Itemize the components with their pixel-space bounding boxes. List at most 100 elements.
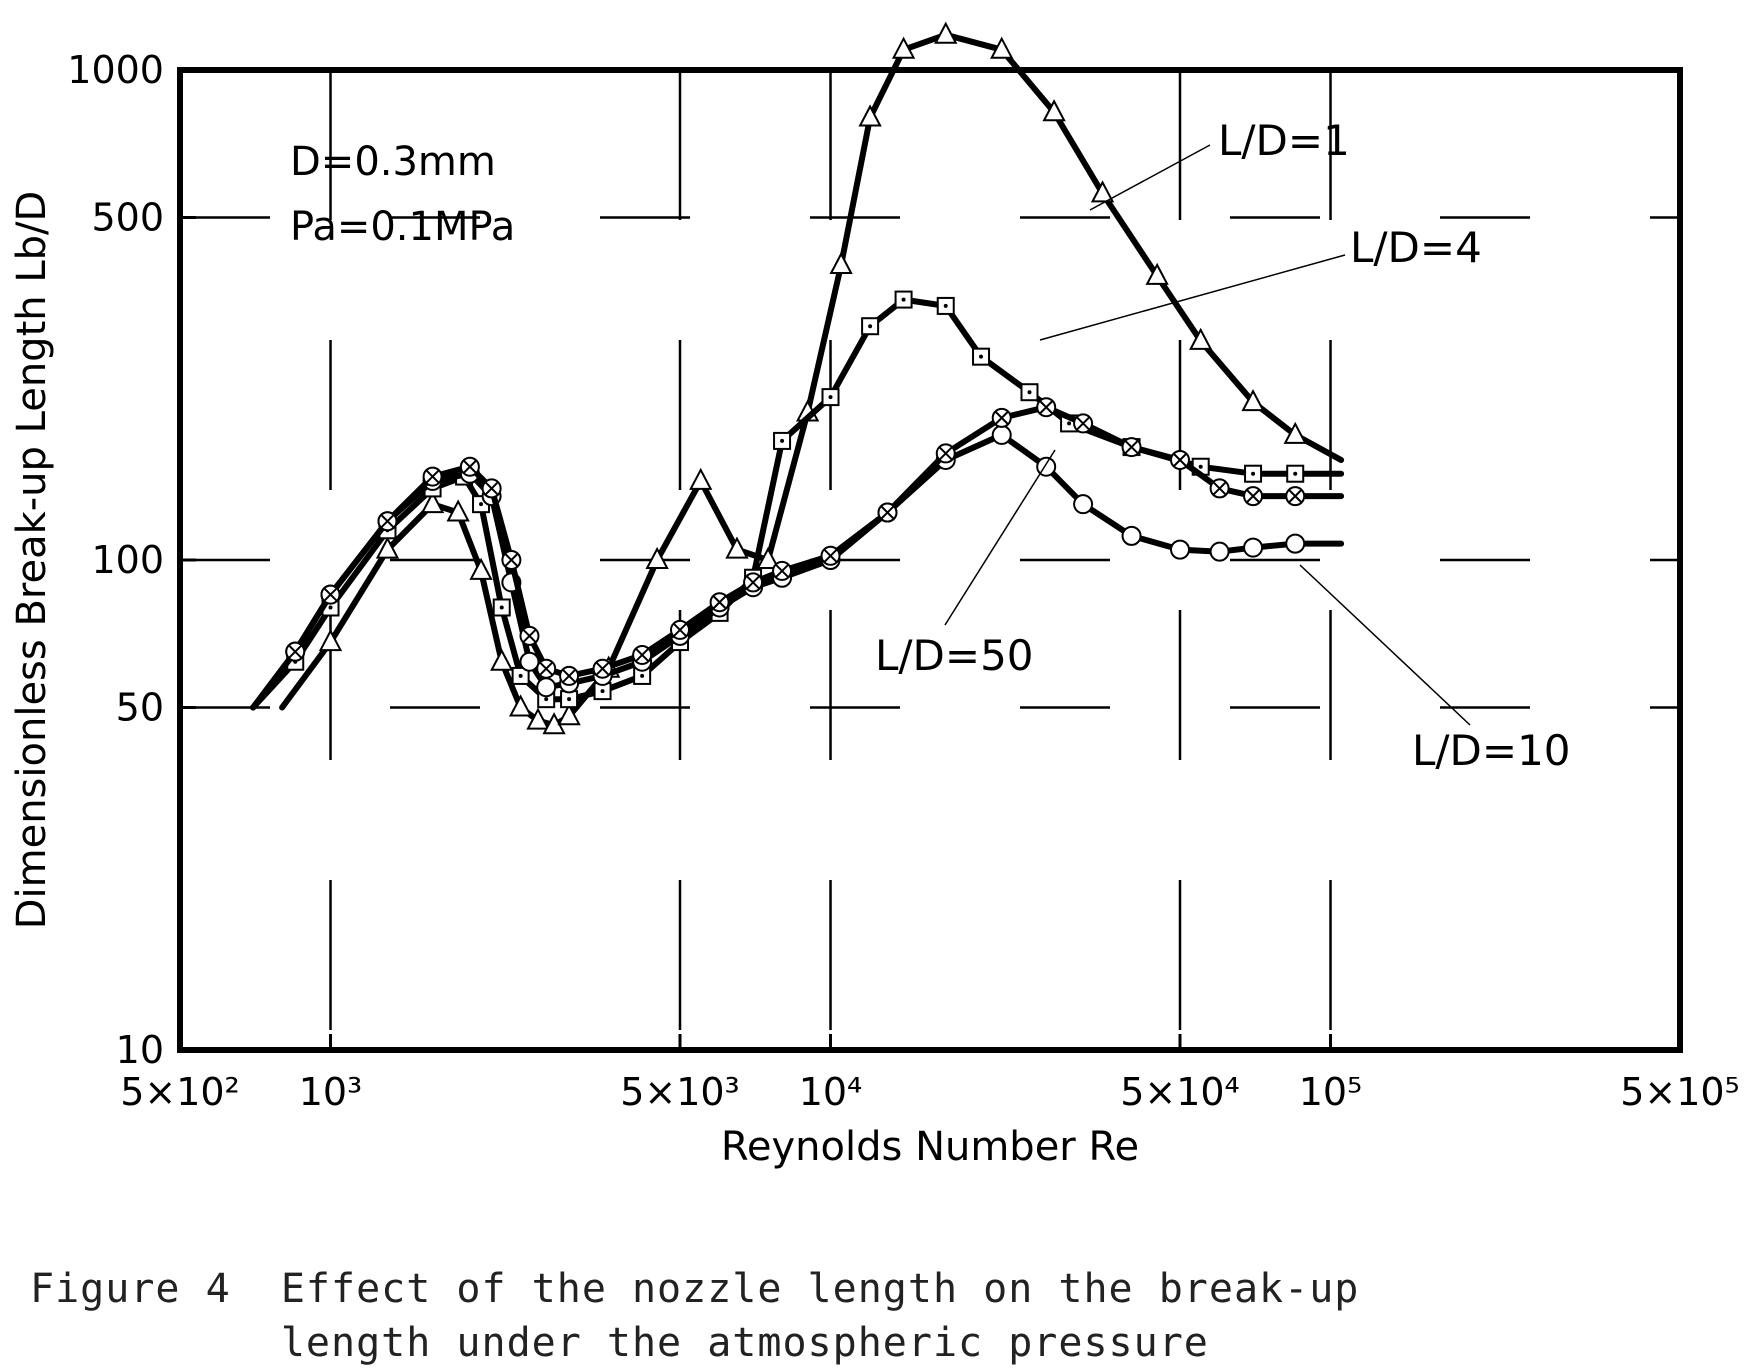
data-point: [1243, 486, 1264, 507]
data-point: [519, 651, 540, 672]
series-line: [250, 431, 1345, 711]
cross-marker-x: [562, 669, 576, 683]
figure-caption: Figure 4 Effect of the nozzle length on …: [30, 1262, 1730, 1370]
data-point: [1090, 180, 1115, 203]
data-point: [375, 536, 400, 559]
caption-line-2: length under the atmospheric pressure: [280, 1320, 1209, 1366]
data-point: [508, 694, 533, 717]
square-marker-dot: [901, 297, 906, 302]
cross-marker-x: [522, 629, 537, 643]
x-tick-label: 10³: [299, 1070, 363, 1114]
data-point: [820, 545, 841, 566]
cross-marker-x: [1246, 489, 1260, 503]
data-point: [592, 658, 613, 679]
data-point: [1241, 388, 1265, 412]
series-label-ld1: L/D=1: [1089, 116, 1350, 211]
data-point: [1209, 541, 1230, 562]
cross-marker-x: [323, 587, 338, 602]
cross-marker-x: [1212, 481, 1227, 496]
data-point: [990, 36, 1014, 59]
data-point: [891, 36, 916, 59]
cross-marker-x: [635, 648, 649, 662]
data-point: [1286, 464, 1305, 483]
data-point: [743, 572, 764, 593]
square-marker-dot: [499, 605, 504, 610]
square-marker-dot: [943, 303, 948, 308]
cross-marker-x: [746, 575, 760, 590]
data-point: [536, 677, 557, 698]
data-point: [1209, 478, 1230, 499]
square-marker-dot: [600, 689, 605, 694]
data-point: [1042, 99, 1066, 122]
cross-marker-x: [775, 564, 789, 578]
cross-marker-x: [823, 549, 838, 563]
data-point: [1121, 525, 1142, 546]
data-point: [1073, 494, 1094, 515]
data-point: [501, 550, 522, 570]
data-point: [773, 431, 792, 450]
data-point: [632, 644, 653, 665]
data-point: [560, 690, 579, 709]
data-point: [991, 424, 1012, 445]
data-point: [559, 665, 580, 686]
x-tick-label: 5×10⁵: [1620, 1070, 1740, 1114]
x-tick-label: 5×10²: [120, 1070, 240, 1114]
data-point: [861, 317, 880, 336]
tick-labels: 5×10² 10³ 5×10³ 10⁴ 5×10⁴ 10⁵ 5×10⁵ 10 50 100 500 1…: [67, 48, 1740, 1114]
annotation-pressure: Pa=0.1MPa: [290, 204, 515, 250]
square-marker-dot: [828, 395, 833, 400]
data-point: [894, 290, 913, 309]
annotation-diameter: D=0.3mm: [290, 139, 496, 185]
data-point: [446, 499, 470, 522]
cross-marker-x: [539, 661, 553, 676]
data-point: [1283, 421, 1307, 444]
data-point: [490, 648, 514, 671]
data-point: [526, 707, 550, 730]
cross-marker-x: [1076, 416, 1090, 431]
series-label-ld10: L/D=10: [1299, 564, 1571, 775]
data-point: [1073, 413, 1094, 434]
data-point: [1036, 397, 1057, 418]
data-point: [492, 598, 511, 617]
square-marker-dot: [1067, 421, 1072, 426]
cross-marker-x: [1039, 400, 1053, 414]
data-point: [557, 703, 581, 726]
series-l-d-4: [250, 290, 1345, 711]
cross-marker-x: [1173, 453, 1187, 467]
data-point: [1244, 464, 1263, 483]
data-point: [689, 467, 713, 490]
caption-label: Figure 4: [30, 1266, 231, 1312]
data-point: [709, 592, 730, 613]
data-point: [511, 666, 530, 685]
data-point: [1243, 537, 1264, 558]
data-point: [935, 443, 956, 464]
cross-marker-x: [1288, 489, 1302, 503]
y-tick-label: 100: [91, 538, 164, 582]
data-point: [481, 478, 502, 499]
series-label-ld50: L/D=50: [875, 449, 1056, 680]
square-marker-dot: [1027, 390, 1032, 395]
data-point: [858, 104, 882, 127]
y-tick-label: 10: [116, 1028, 164, 1072]
data-point: [536, 658, 557, 679]
x-axis-label: Reynolds Number Re: [721, 1124, 1139, 1170]
square-marker-dot: [1251, 471, 1256, 476]
x-tick-label: 10⁴: [799, 1070, 863, 1114]
data-point: [1145, 262, 1169, 285]
square-marker-dot: [328, 605, 333, 610]
series-label-ld1-text: L/D=1: [1218, 116, 1350, 165]
square-marker-dot: [518, 673, 523, 678]
series-label-ld4: L/D=4: [1039, 223, 1482, 341]
series-label-ld50-text: L/D=50: [875, 631, 1034, 680]
series-label-ld10-text: L/D=10: [1412, 726, 1571, 775]
square-marker-dot: [544, 697, 549, 702]
data-point: [519, 625, 540, 646]
y-axis-label: Dimensionless Break-up Length Lb/D: [9, 191, 55, 930]
data-point: [320, 584, 341, 605]
data-point: [377, 511, 398, 532]
data-point: [459, 456, 480, 477]
data-point: [829, 251, 853, 274]
square-marker-dot: [979, 354, 984, 359]
cross-marker-x: [939, 446, 953, 461]
